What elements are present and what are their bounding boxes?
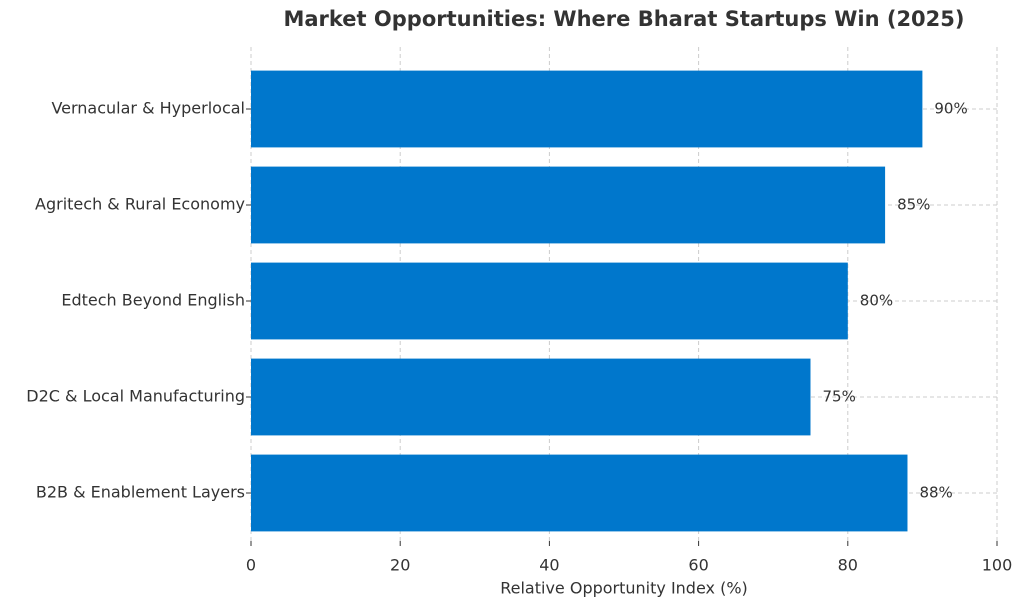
y-tick-label: D2C & Local Manufacturing (26, 387, 245, 406)
bar (251, 166, 886, 244)
value-label: 90% (934, 100, 967, 118)
y-tick-label: Vernacular & Hyperlocal (51, 99, 245, 118)
bar (251, 70, 923, 148)
chart-title: Market Opportunities: Where Bharat Start… (283, 7, 964, 31)
value-label: 88% (919, 484, 952, 502)
value-label: 85% (897, 196, 930, 214)
bar (251, 358, 811, 436)
bar (251, 454, 908, 532)
x-tick-label: 20 (390, 556, 410, 575)
value-label: 80% (860, 292, 893, 310)
y-tick-label: Agritech & Rural Economy (35, 195, 245, 214)
y-tick-label: Edtech Beyond English (61, 291, 245, 310)
x-tick-label: 60 (688, 556, 708, 575)
x-axis-label: Relative Opportunity Index (%) (500, 579, 748, 598)
y-tick-label: B2B & Enablement Layers (36, 483, 245, 502)
x-tick-label: 100 (982, 556, 1013, 575)
x-tick-label: 40 (539, 556, 559, 575)
x-tick-label: 0 (246, 556, 256, 575)
value-label: 75% (823, 388, 856, 406)
x-tick-label: 80 (838, 556, 858, 575)
bar (251, 262, 848, 340)
